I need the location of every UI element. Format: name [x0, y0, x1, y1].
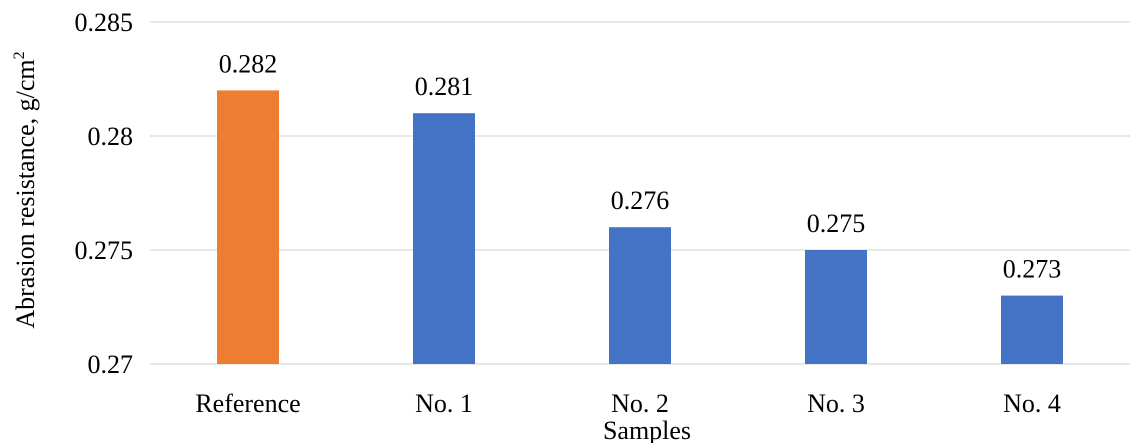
data-label: 0.282 [219, 49, 278, 78]
y-tick-label: 0.28 [88, 122, 134, 151]
bar [217, 90, 279, 365]
y-axis-title: Abrasion resistance, g/cm2 [11, 51, 40, 328]
data-label: 0.281 [415, 72, 474, 101]
data-labels: 0.282 0.281 0.276 0.275 0.273 [219, 49, 1062, 283]
x-axis-ticks: Reference No. 1 No. 2 No. 3 No. 4 [195, 389, 1061, 418]
y-axis-title-superscript: 2 [11, 51, 28, 59]
x-tick-label: No. 4 [1003, 389, 1061, 418]
bar [413, 113, 475, 364]
bar [805, 250, 867, 364]
x-axis-title: Samples [603, 416, 691, 443]
y-axis-title-main: Abrasion resistance, g/cm [11, 59, 40, 328]
x-tick-label: No. 1 [415, 389, 473, 418]
y-axis-ticks: 0.27 0.275 0.28 0.285 [75, 8, 134, 379]
data-label: 0.273 [1003, 255, 1062, 284]
y-tick-label: 0.27 [88, 350, 134, 379]
data-label: 0.276 [611, 186, 670, 215]
bar [1001, 295, 1063, 364]
y-tick-label: 0.275 [75, 236, 134, 265]
data-label: 0.275 [807, 209, 866, 238]
x-tick-label: No. 3 [807, 389, 865, 418]
bars [217, 90, 1063, 365]
x-tick-label: Reference [195, 389, 300, 418]
y-tick-label: 0.285 [75, 8, 134, 37]
x-tick-label: No. 2 [611, 389, 669, 418]
bar [609, 227, 671, 364]
